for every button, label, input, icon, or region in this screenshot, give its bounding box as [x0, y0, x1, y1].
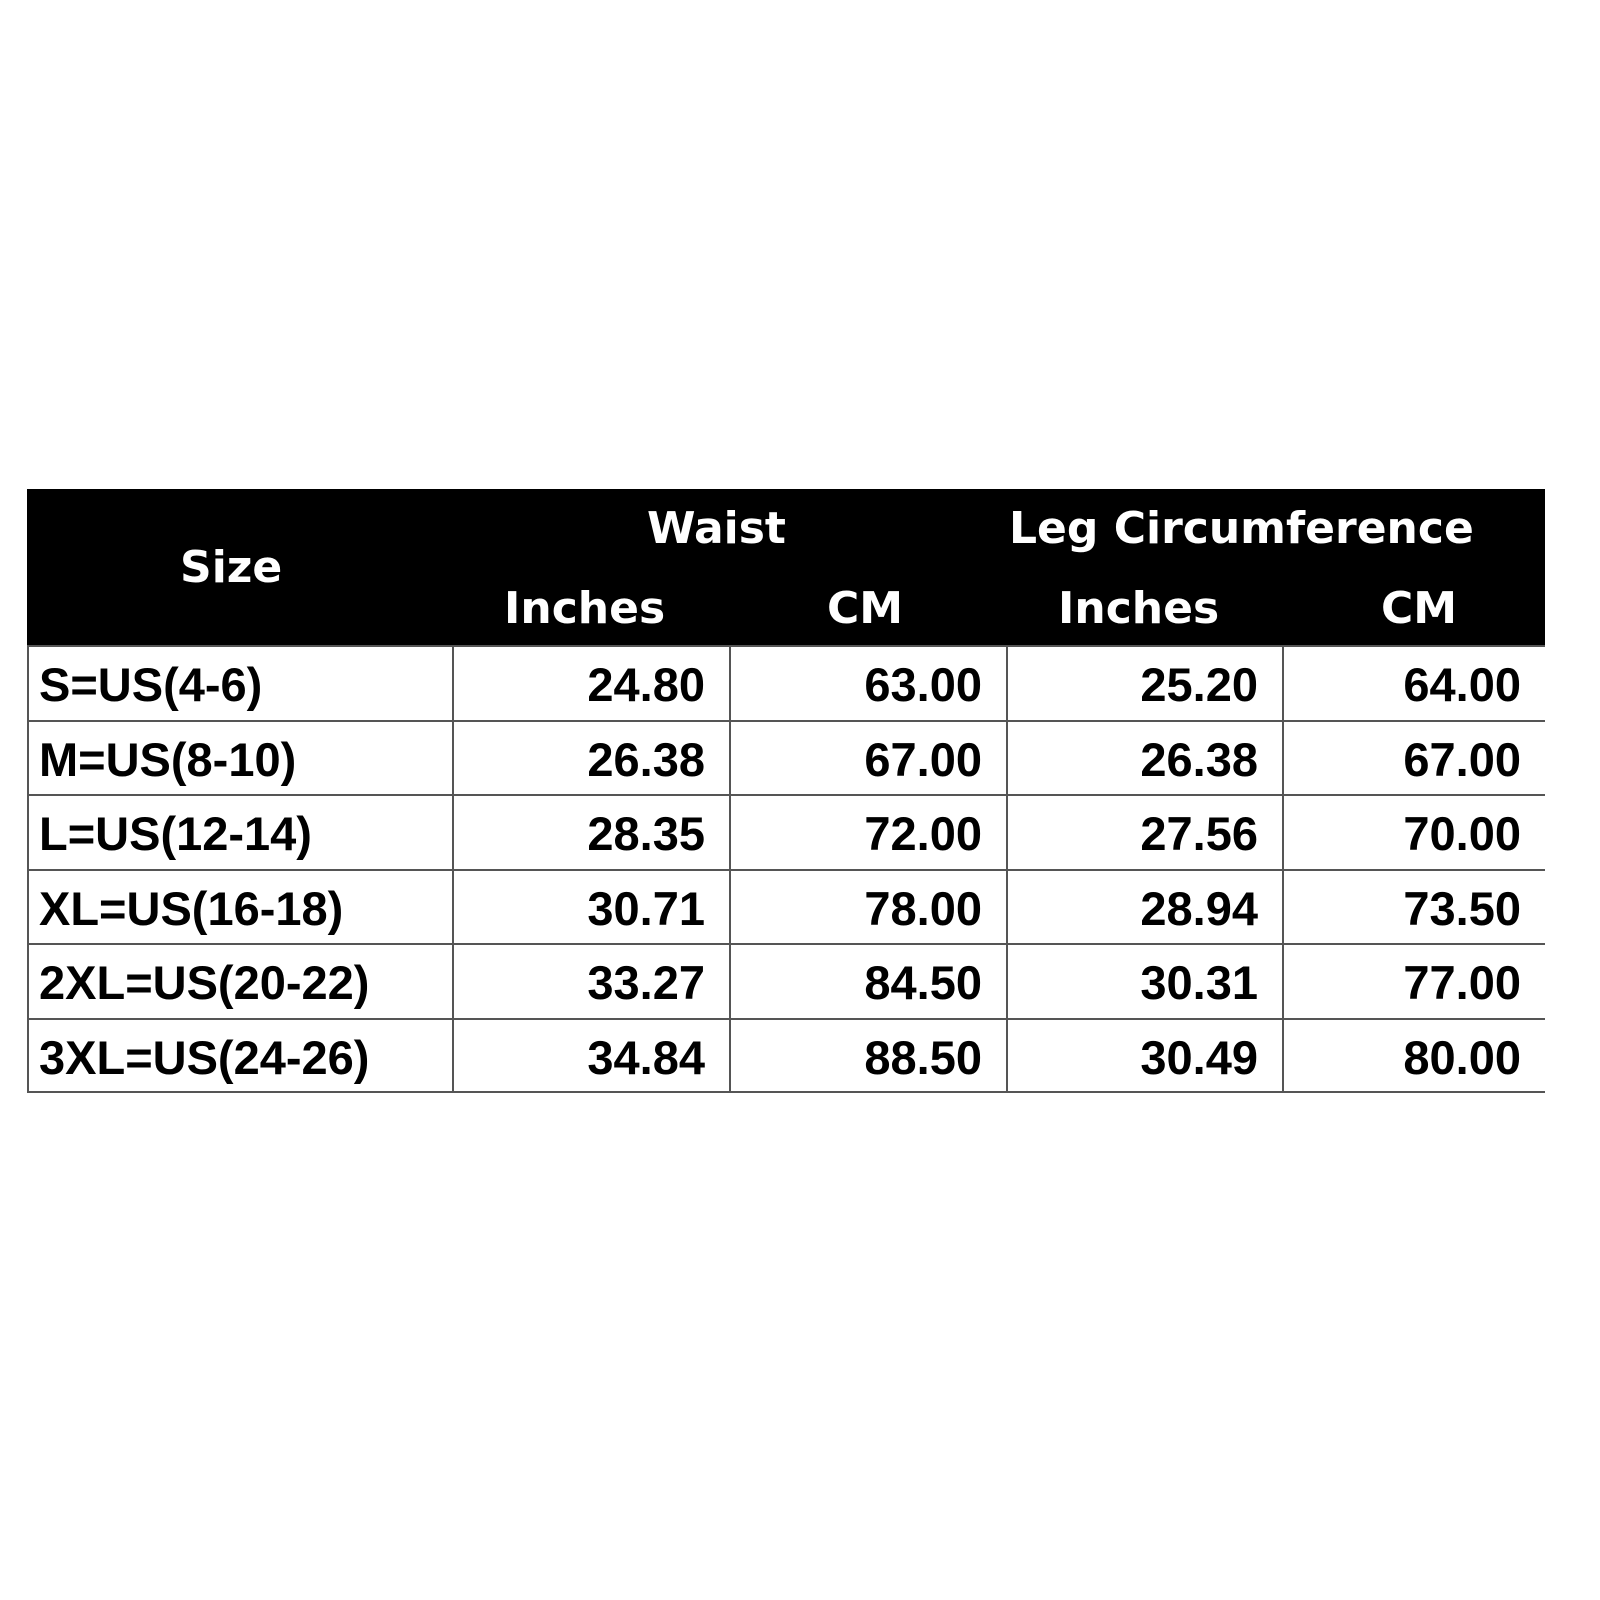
cell-waist-in: 24.80	[452, 647, 729, 722]
table-row: S=US(4-6) 24.80 63.00 25.20 64.00	[27, 645, 1545, 722]
cell-waist-in: 33.27	[452, 945, 729, 1020]
cell-size: M=US(8-10)	[27, 721, 452, 797]
cell-size: 2XL=US(20-22)	[27, 945, 452, 1020]
cell-leg-in: 26.38	[1006, 721, 1282, 797]
cell-size: 3XL=US(24-26)	[27, 1019, 452, 1093]
cell-leg-in: 25.20	[1006, 647, 1282, 722]
cell-leg-cm: 70.00	[1282, 796, 1545, 871]
cell-size: S=US(4-6)	[27, 647, 452, 722]
cell-leg-in: 28.94	[1006, 870, 1282, 946]
cell-size: L=US(12-14)	[27, 796, 452, 871]
size-chart-table: Size Waist Leg Circumference Inches CM I…	[27, 489, 1545, 1093]
table-row: XL=US(16-18) 30.71 78.00 28.94 73.50	[27, 868, 1545, 946]
cell-leg-cm: 77.00	[1282, 945, 1545, 1020]
cell-waist-in: 30.71	[452, 870, 729, 946]
cell-leg-in: 30.31	[1006, 945, 1282, 1020]
cell-waist-in: 26.38	[452, 721, 729, 797]
cell-waist-in: 34.84	[452, 1019, 729, 1093]
cell-waist-cm: 88.50	[729, 1019, 1006, 1093]
cell-leg-in: 30.49	[1006, 1019, 1282, 1093]
header-waist-cm: CM	[827, 583, 904, 634]
cell-waist-in: 28.35	[452, 796, 729, 871]
header-size: Size	[180, 542, 283, 593]
table-row: 3XL=US(24-26) 34.84 88.50 30.49 80.00	[27, 1017, 1545, 1093]
header-leg-circumference: Leg Circumference	[1009, 503, 1474, 554]
cell-leg-cm: 64.00	[1282, 647, 1545, 722]
cell-leg-cm: 80.00	[1282, 1019, 1545, 1093]
cell-size: XL=US(16-18)	[27, 870, 452, 946]
cell-waist-cm: 63.00	[729, 647, 1006, 722]
cell-waist-cm: 72.00	[729, 796, 1006, 871]
cell-waist-cm: 84.50	[729, 945, 1006, 1020]
header-leg-inches: Inches	[1058, 583, 1220, 634]
table-row: M=US(8-10) 26.38 67.00 26.38 67.00	[27, 719, 1545, 797]
table-row: L=US(12-14) 28.35 72.00 27.56 70.00	[27, 794, 1545, 871]
cell-leg-cm: 73.50	[1282, 870, 1545, 946]
cell-waist-cm: 67.00	[729, 721, 1006, 797]
header-waist: Waist	[647, 503, 786, 554]
header-waist-inches: Inches	[504, 583, 666, 634]
cell-leg-cm: 67.00	[1282, 721, 1545, 797]
cell-waist-cm: 78.00	[729, 870, 1006, 946]
header-leg-cm: CM	[1381, 583, 1458, 634]
cell-leg-in: 27.56	[1006, 796, 1282, 871]
table-header: Size Waist Leg Circumference Inches CM I…	[27, 489, 1545, 645]
table-bottom-border	[27, 1091, 1545, 1093]
table-row: 2XL=US(20-22) 33.27 84.50 30.31 77.00	[27, 943, 1545, 1020]
